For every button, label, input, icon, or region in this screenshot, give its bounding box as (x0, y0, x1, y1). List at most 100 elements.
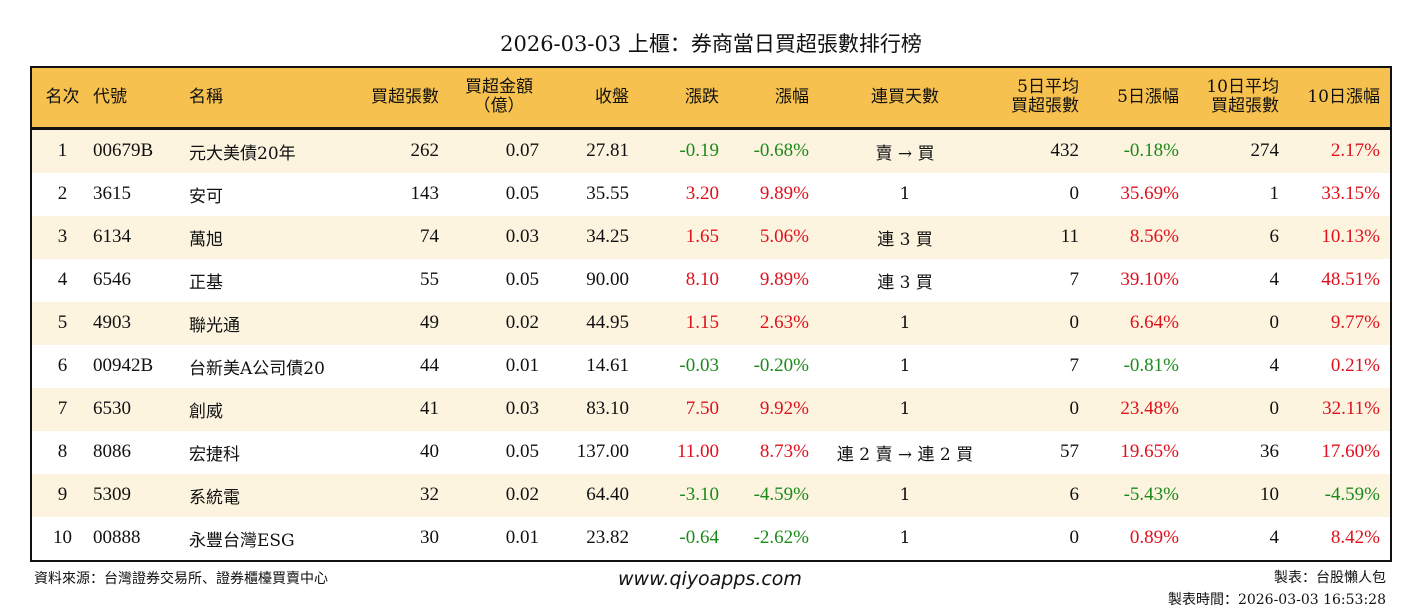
cell-avg10: 274 (1250, 140, 1280, 161)
cell-days: 賣 → 買 (875, 143, 935, 164)
table-row: 4 6546 正基 55 0.05 90.00 8.10 9.89% 連 3 買 7 39.10% 4… (32, 259, 1390, 302)
cell-pct: 9.89% (759, 269, 809, 290)
cell-rank: 2 (57, 183, 68, 204)
cell-pct10: 17.60% (1321, 441, 1380, 462)
cell-code: 3615 (93, 183, 131, 204)
header-pct5: 5日漲幅 (1117, 86, 1179, 107)
cell-avg5: 0 (1069, 312, 1080, 333)
cell-rank: 1 (57, 140, 68, 161)
cell-close: 137.00 (576, 441, 629, 462)
website-link[interactable]: www.qiyoapps.com (618, 568, 802, 590)
cell-name: 宏捷科 (189, 444, 240, 465)
cell-pct: -4.59% (753, 484, 809, 505)
maker: 製表：台股懶人包 (1274, 570, 1386, 586)
header-avg10: 10日平均 買超張數 (1189, 68, 1289, 128)
cell-name: 系統電 (189, 487, 240, 508)
cell-close: 90.00 (586, 269, 629, 290)
cell-buy-amt: 0.07 (505, 140, 539, 161)
cell-code: 6134 (93, 226, 131, 247)
header-pct10: 10日漲幅 (1307, 86, 1380, 107)
table-row: 10 00888 永豐台灣ESG 30 0.01 23.82 -0.64 -2.62% 1 0 0.… (32, 517, 1390, 560)
cell-buy-vol: 30 (420, 527, 439, 548)
cell-days: 1 (899, 528, 911, 548)
header-close: 收盤 (595, 86, 629, 107)
cell-avg5: 7 (1069, 269, 1080, 290)
cell-buy-amt: 0.02 (505, 312, 539, 333)
cell-pct10: 0.21% (1330, 355, 1380, 376)
cell-close: 34.25 (586, 226, 629, 247)
cell-days: 1 (899, 313, 911, 333)
header-avg10-line2: 買超張數 (1211, 96, 1279, 117)
cell-days: 連 2 賣 → 連 2 買 (836, 444, 974, 465)
cell-days: 1 (899, 399, 911, 419)
cell-code: 8086 (93, 441, 131, 462)
cell-buy-amt: 0.05 (505, 183, 539, 204)
cell-buy-vol: 262 (410, 140, 440, 161)
cell-pct5: 0.89% (1129, 527, 1179, 548)
cell-close: 27.81 (586, 140, 629, 161)
cell-pct5: 6.64% (1129, 312, 1179, 333)
cell-avg10: 4 (1269, 355, 1280, 376)
cell-pct5: 8.56% (1129, 226, 1179, 247)
cell-pct5: 39.10% (1120, 269, 1179, 290)
cell-code: 5309 (93, 484, 131, 505)
header-avg5-line2: 買超張數 (1011, 96, 1079, 117)
cell-days: 連 3 買 (877, 272, 933, 293)
cell-buy-amt: 0.01 (505, 355, 539, 376)
header-buy-amt-line1: 買超金額 (465, 77, 533, 98)
cell-avg10: 36 (1260, 441, 1279, 462)
cell-change: 8.10 (685, 269, 719, 290)
cell-code: 6530 (93, 398, 131, 419)
cell-pct: 9.92% (759, 398, 809, 419)
header-avg5-line1: 5日平均 (1017, 77, 1079, 98)
cell-pct10: 32.11% (1322, 398, 1380, 419)
cell-buy-amt: 0.03 (505, 226, 539, 247)
cell-rank: 6 (57, 355, 68, 376)
cell-avg5: 0 (1069, 527, 1080, 548)
cell-name: 創威 (189, 401, 223, 422)
cell-avg5: 11 (1060, 226, 1079, 247)
cell-change: -0.03 (679, 355, 719, 376)
cell-rank: 3 (57, 226, 68, 247)
cell-pct5: 35.69% (1120, 183, 1179, 204)
cell-code: 00942B (93, 355, 154, 376)
cell-pct: -0.68% (753, 140, 809, 161)
cell-buy-vol: 44 (420, 355, 439, 376)
table-row: 6 00942B 台新美A公司債20 44 0.01 14.61 -0.03 -0.20% 1 7… (32, 345, 1390, 388)
header-change: 漲跌 (685, 86, 719, 107)
cell-rank: 10 (53, 527, 72, 548)
cell-avg5: 6 (1069, 484, 1080, 505)
cell-buy-vol: 74 (420, 226, 439, 247)
header-buy-amt-line2: （億） (473, 96, 525, 117)
cell-close: 23.82 (586, 527, 629, 548)
cell-pct10: 10.13% (1321, 226, 1380, 247)
cell-pct: 5.06% (759, 226, 809, 247)
header-rank: 名次 (45, 86, 80, 107)
table-row: 3 6134 萬旭 74 0.03 34.25 1.65 5.06% 連 3 買 11 8.56% 6… (32, 215, 1390, 259)
header-days: 連買天數 (871, 86, 939, 107)
cell-pct5: -5.43% (1123, 484, 1179, 505)
cell-days: 1 (899, 184, 911, 204)
cell-name: 永豐台灣ESG (189, 530, 295, 551)
cell-avg10: 10 (1260, 484, 1279, 505)
cell-avg10: 4 (1269, 269, 1280, 290)
cell-buy-amt: 0.03 (505, 398, 539, 419)
cell-close: 83.10 (586, 398, 629, 419)
cell-name: 安可 (189, 186, 223, 207)
data-source: 資料來源：台灣證券交易所、證券櫃檯買賣中心 (34, 571, 328, 587)
cell-pct: 2.63% (759, 312, 809, 333)
cell-avg10: 0 (1269, 312, 1280, 333)
cell-pct5: -0.81% (1123, 355, 1179, 376)
cell-pct10: 9.77% (1330, 312, 1380, 333)
cell-avg10: 4 (1269, 527, 1280, 548)
cell-change: 7.50 (685, 398, 719, 419)
cell-rank: 9 (57, 484, 68, 505)
cell-pct5: 23.48% (1120, 398, 1179, 419)
header-buy-amt: 買超金額 （億） (449, 68, 549, 128)
cell-buy-vol: 55 (420, 269, 439, 290)
cell-close: 44.95 (586, 312, 629, 333)
cell-code: 00888 (93, 527, 141, 548)
table-row: 9 5309 系統電 32 0.02 64.40 -3.10 -4.59% 1 6 -5.43% 10… (32, 473, 1390, 517)
cell-rank: 8 (57, 441, 68, 462)
cell-name: 台新美A公司債20 (189, 358, 325, 379)
